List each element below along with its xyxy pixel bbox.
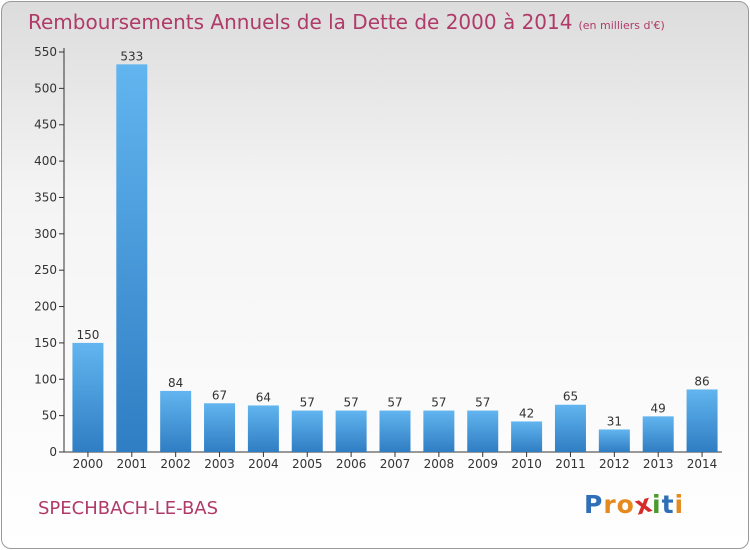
bar-value-label: 65	[563, 390, 578, 404]
bar	[379, 410, 411, 452]
bar	[116, 64, 148, 452]
bar	[291, 410, 323, 452]
y-tick-label: 350	[34, 190, 57, 204]
y-tick-label: 200	[34, 300, 57, 314]
y-tick-label: 400	[34, 154, 57, 168]
bar-value-label: 42	[519, 406, 534, 420]
logo-letter: o	[616, 490, 635, 519]
bar-value-label: 67	[212, 388, 227, 402]
x-tick-label: 2004	[248, 457, 279, 471]
bar-value-label: 31	[607, 414, 622, 428]
bar-value-label: 57	[431, 396, 446, 410]
bar-value-label: 57	[475, 396, 490, 410]
x-tick-label: 2006	[336, 457, 367, 471]
chart-title: Remboursements Annuels de la Dette de 20…	[28, 10, 665, 34]
x-tick-label: 2003	[204, 457, 235, 471]
bar	[511, 421, 543, 452]
x-tick-label: 2011	[555, 457, 586, 471]
bar-value-label: 64	[256, 390, 271, 404]
y-tick-label: 550	[34, 45, 57, 59]
x-tick-label: 2008	[424, 457, 455, 471]
logo-letter: r	[603, 490, 617, 519]
bar	[72, 342, 104, 452]
chart-unit-note: (en milliers d'€)	[578, 19, 665, 32]
y-tick-label: 450	[34, 118, 57, 132]
y-tick-label: 50	[42, 409, 57, 423]
chart-title-text: Remboursements Annuels de la Dette de 20…	[28, 10, 573, 34]
proxiti-logo: Proxiti	[584, 488, 685, 520]
bar	[642, 416, 674, 452]
bar	[204, 403, 236, 452]
x-tick-label: 2002	[160, 457, 191, 471]
bar-value-label: 57	[300, 396, 315, 410]
x-tick-label: 2009	[467, 457, 498, 471]
bar	[467, 410, 499, 452]
logo-letter: i	[652, 490, 662, 519]
y-tick-label: 100	[34, 372, 57, 386]
bar-value-label: 57	[343, 396, 358, 410]
x-tick-label: 2000	[73, 457, 104, 471]
bar-value-label: 49	[651, 401, 666, 415]
y-tick-label: 300	[34, 227, 57, 241]
bar	[247, 405, 279, 452]
x-tick-label: 2010	[511, 457, 542, 471]
bar-value-label: 84	[168, 376, 183, 390]
x-tick-label: 2013	[643, 457, 674, 471]
bar	[554, 404, 586, 452]
x-tick-label: 2001	[117, 457, 148, 471]
commune-name: SPECHBACH-LE-BAS	[38, 498, 219, 519]
x-tick-label: 2007	[380, 457, 411, 471]
logo-letter: P	[584, 490, 604, 519]
y-tick-label: 250	[34, 263, 57, 277]
x-tick-label: 2014	[687, 457, 718, 471]
logo-letter: i	[674, 490, 685, 519]
bar-value-label: 57	[387, 396, 402, 410]
x-tick-label: 2005	[292, 457, 323, 471]
bar	[423, 410, 455, 452]
bar	[160, 390, 192, 452]
y-tick-label: 150	[34, 336, 57, 350]
bar-value-label: 533	[120, 49, 143, 63]
bar-value-label: 150	[76, 328, 99, 342]
bar	[335, 410, 367, 452]
y-tick-label: 500	[34, 81, 57, 95]
bar	[686, 389, 718, 452]
logo-letter: t	[661, 490, 675, 519]
bar-value-label: 86	[694, 374, 709, 388]
bar	[598, 429, 630, 452]
y-tick-label: 0	[49, 445, 57, 459]
x-tick-label: 2012	[599, 457, 630, 471]
